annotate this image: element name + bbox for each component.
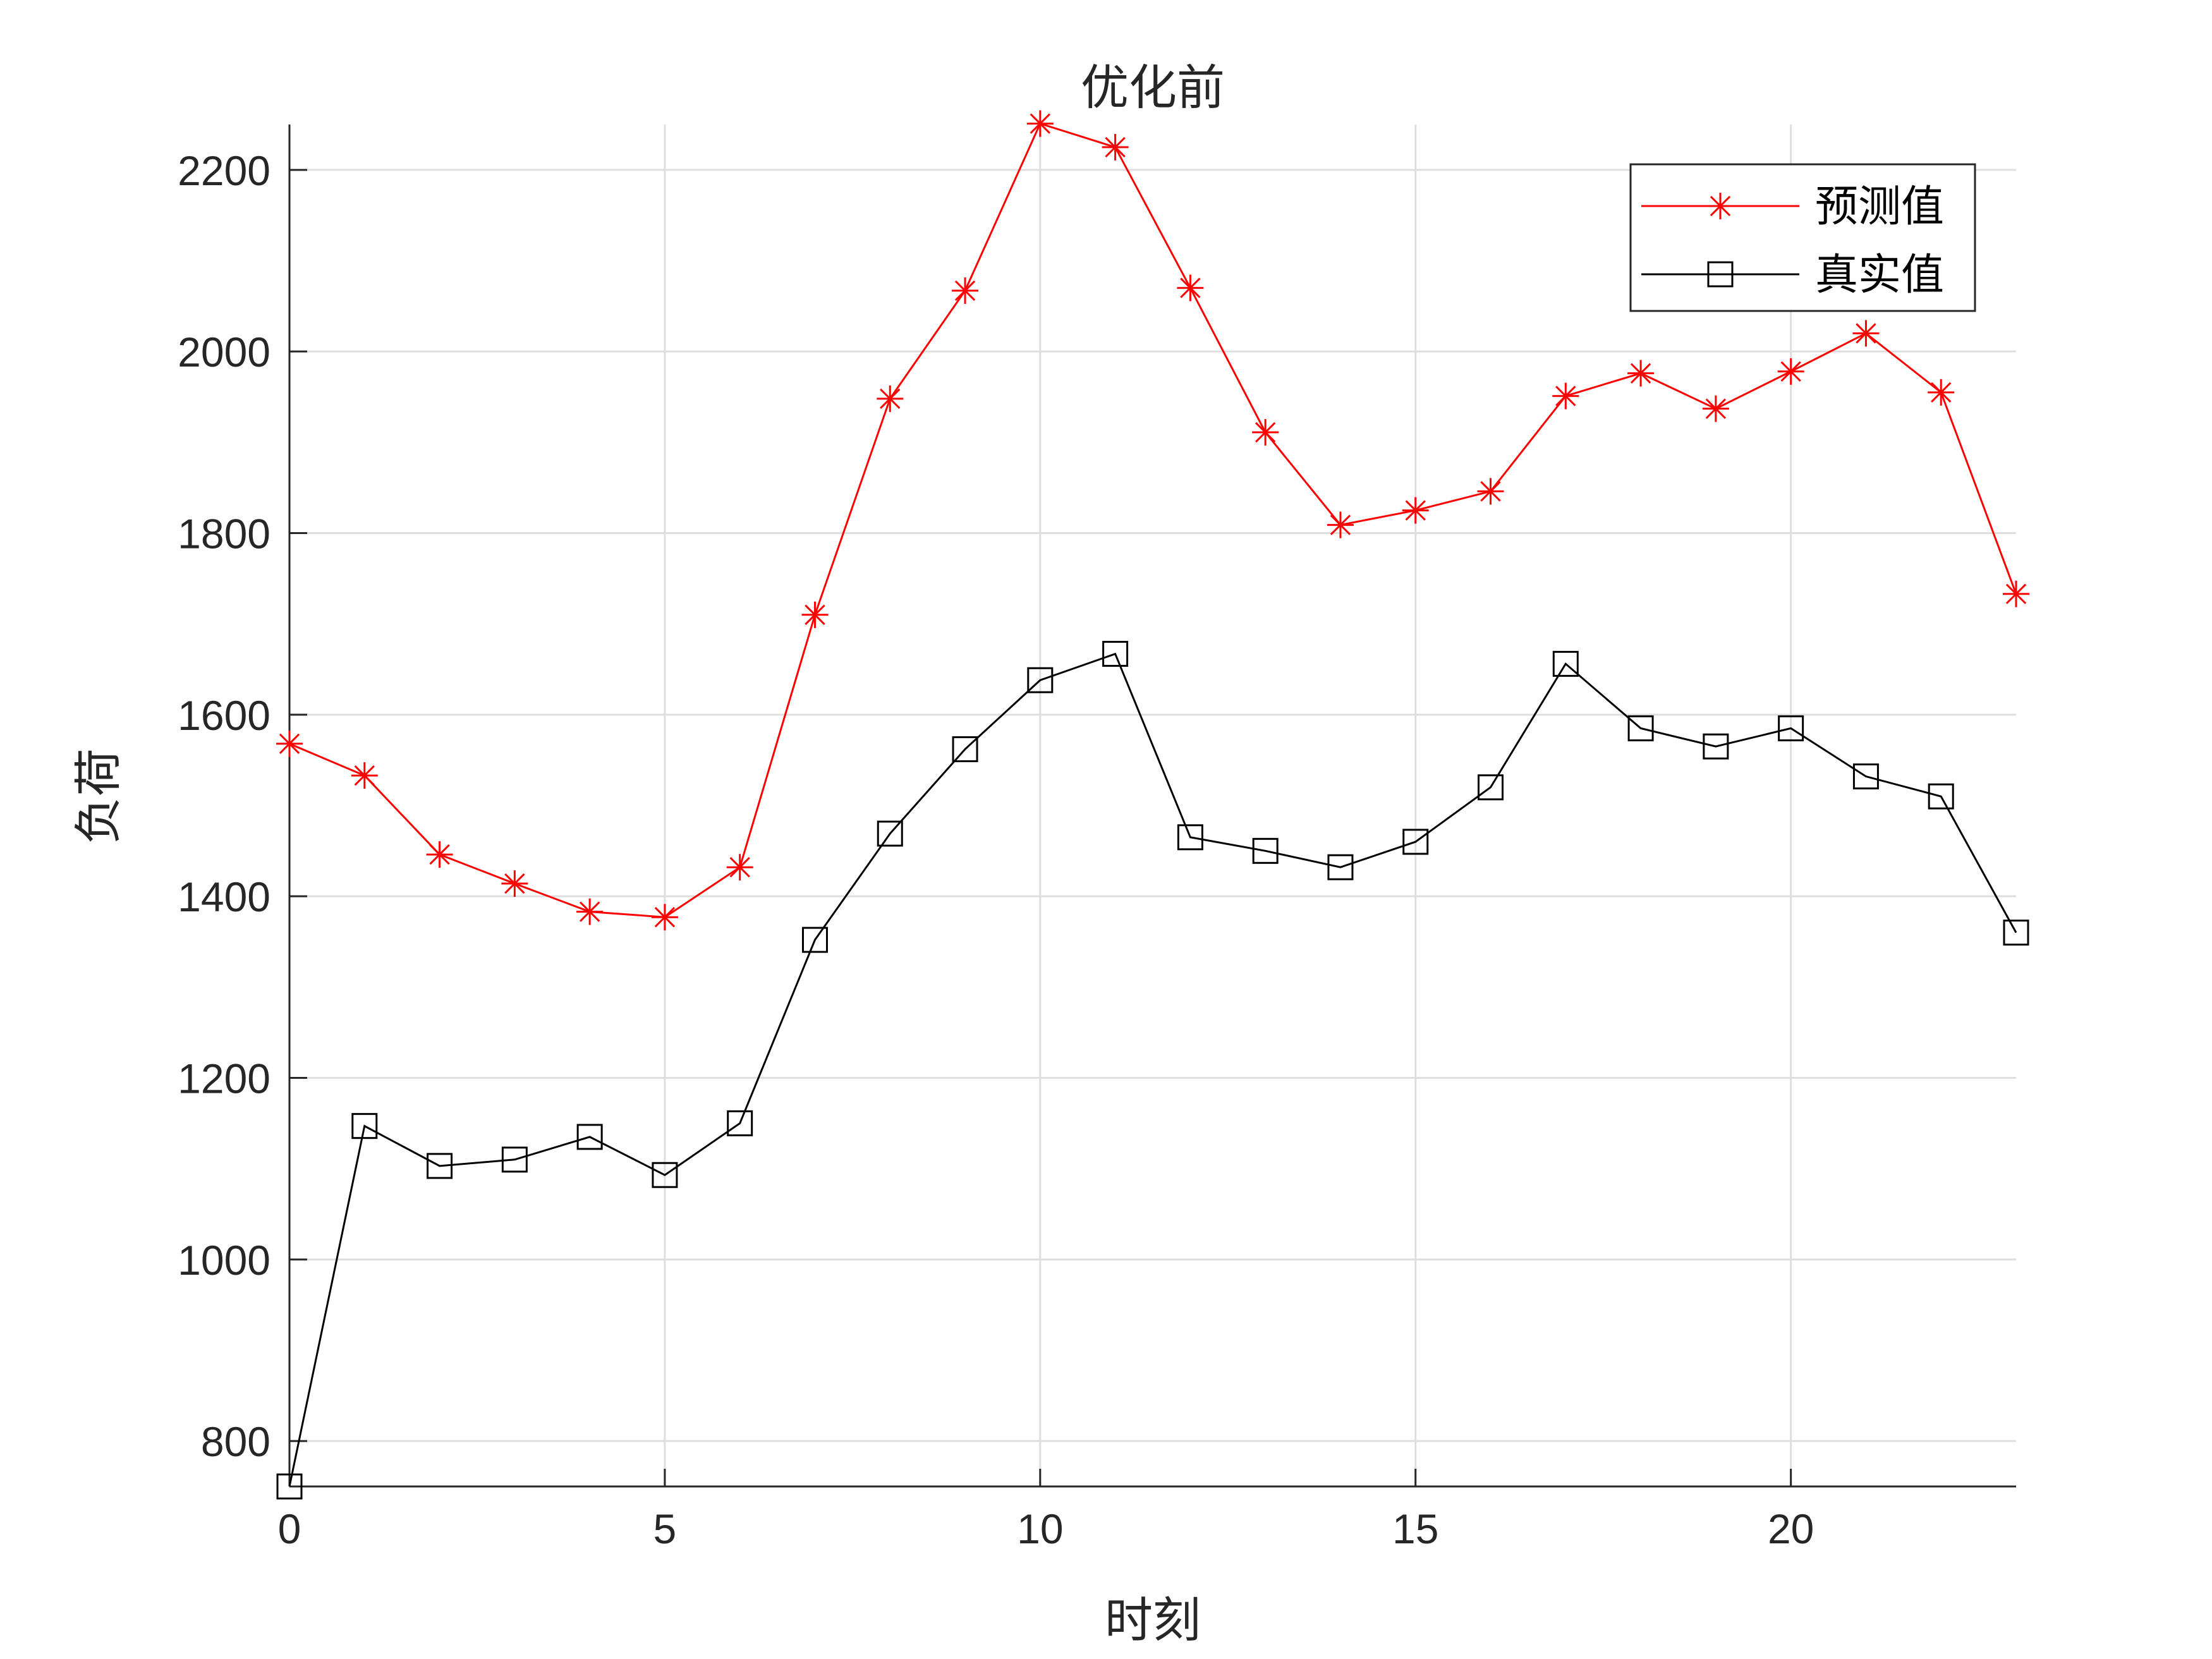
data-point [1552, 382, 1579, 410]
data-point [1102, 641, 1129, 667]
data-point [1102, 133, 1129, 161]
data-point [501, 1146, 528, 1173]
y-tick-label: 1000 [178, 1237, 270, 1284]
data-point [877, 820, 903, 847]
data-point [1702, 395, 1729, 422]
data-point [726, 854, 753, 881]
chart-title: 优化前 [1081, 59, 1225, 116]
data-point [652, 1162, 678, 1188]
data-point [576, 1124, 603, 1150]
y-tick-label: 1400 [178, 873, 270, 920]
data-point [1026, 110, 1054, 137]
data-point [1478, 774, 1504, 801]
tick-labels: 800 1000 1200 1400 1600 1800 2000 2200 0 5 10 15 20 [178, 147, 1814, 1552]
data-point [1252, 837, 1279, 864]
data-point [427, 1153, 453, 1179]
data-point [426, 841, 453, 868]
data-point [1777, 358, 1804, 385]
series-2 [276, 641, 2029, 1500]
data-point [651, 904, 678, 931]
data-point [952, 736, 978, 762]
legend-marker [1707, 193, 1734, 219]
data-point [1027, 667, 1054, 693]
legend-label: 真实值 [1815, 250, 1944, 300]
data-point [276, 730, 303, 757]
y-tick-label: 2000 [178, 329, 270, 375]
y-tick-label: 1800 [178, 511, 270, 557]
data-point [351, 762, 378, 789]
x-tick-label: 0 [278, 1505, 301, 1552]
data-point [1327, 854, 1354, 880]
data-point [1552, 650, 1579, 677]
legend-label: 预测值 [1815, 182, 1944, 232]
y-tick-label: 1200 [178, 1055, 270, 1102]
data-point [1703, 733, 1729, 760]
data-point [1928, 379, 1955, 406]
data-point [801, 601, 829, 628]
data-point [1177, 274, 1204, 301]
data-point [801, 927, 828, 953]
data-point [877, 385, 904, 412]
data-point [727, 1110, 753, 1136]
data-point [952, 277, 979, 304]
data-point [1778, 715, 1804, 741]
data-point [1177, 824, 1203, 851]
y-tick-label: 1600 [178, 692, 270, 739]
y-axis-title: 负荷 [70, 748, 126, 844]
data-point [1327, 511, 1354, 538]
x-tick-label: 15 [1392, 1505, 1438, 1552]
data-point [1928, 783, 1954, 810]
series-1 [276, 110, 2029, 931]
axes [288, 125, 2016, 1488]
data-point [1627, 715, 1654, 741]
legend-marker [1707, 261, 1734, 288]
x-tick-label: 5 [653, 1505, 677, 1552]
data-point [1252, 419, 1279, 446]
data-point [2003, 920, 2029, 946]
data-point [1852, 320, 1880, 347]
data-point [1627, 360, 1655, 387]
y-tick-label: 2200 [178, 147, 270, 194]
data-point [1402, 829, 1429, 855]
series-line [289, 122, 2017, 918]
data-point [1852, 763, 1879, 790]
x-tick-label: 10 [1017, 1505, 1063, 1552]
data-point [1402, 497, 1429, 524]
y-tick-label: 800 [201, 1418, 270, 1465]
x-tick-label: 20 [1768, 1505, 1814, 1552]
data-point [1477, 478, 1504, 505]
data-point [501, 870, 528, 897]
series [276, 110, 2029, 1500]
x-axis-title: 时刻 [1105, 1592, 1201, 1648]
legend-box [1629, 163, 1976, 312]
data-point [576, 898, 604, 925]
data-point [351, 1113, 378, 1139]
data-point [276, 1473, 303, 1500]
data-point [2003, 580, 2029, 607]
